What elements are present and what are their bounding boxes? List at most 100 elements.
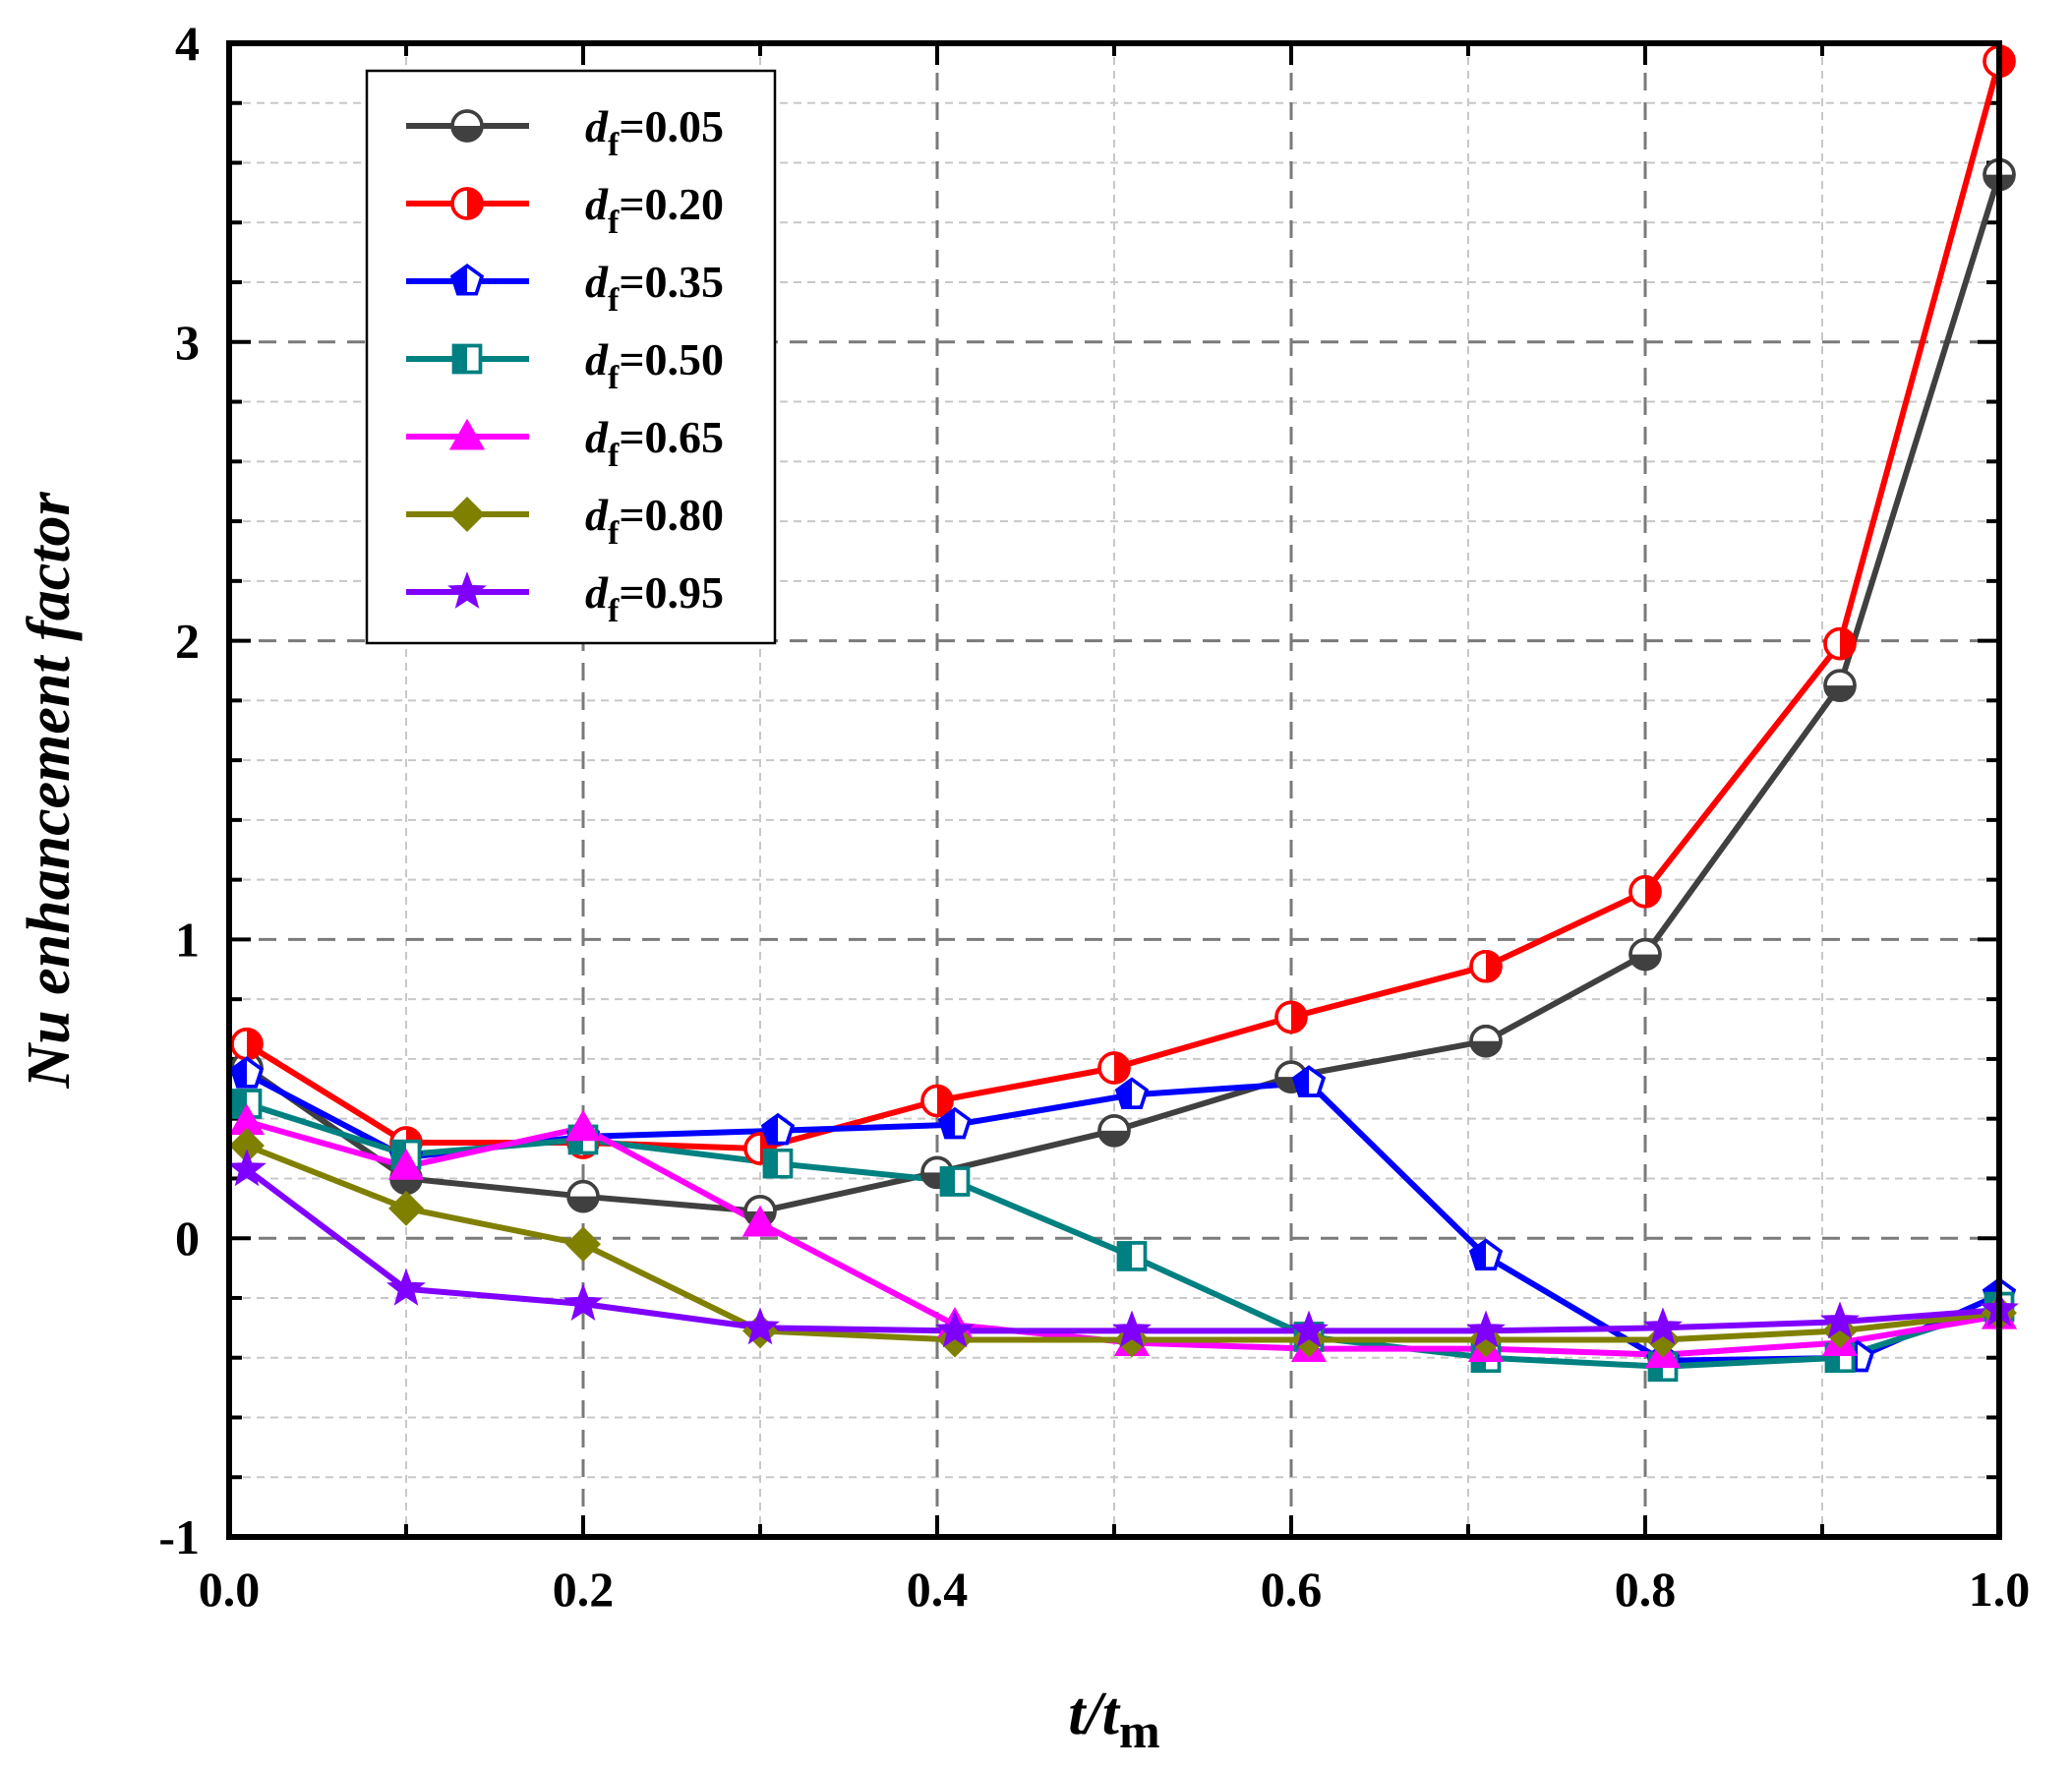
y-tick-label: 0 bbox=[175, 1210, 200, 1266]
data-point bbox=[386, 1268, 426, 1306]
data-point bbox=[230, 1027, 264, 1061]
legend-label-prefix: d bbox=[585, 412, 609, 462]
data-point bbox=[387, 1149, 425, 1180]
data-point bbox=[935, 1310, 975, 1348]
legend-label-prefix: d bbox=[585, 334, 609, 384]
x-tick-label: 0.4 bbox=[907, 1562, 969, 1617]
data-point bbox=[1289, 1310, 1329, 1348]
data-point bbox=[227, 1149, 266, 1187]
y-tick-label: 4 bbox=[175, 16, 200, 71]
data-point bbox=[1468, 1238, 1504, 1270]
legend-label-value: =0.80 bbox=[619, 490, 724, 540]
legend-label: df=0.95 bbox=[585, 567, 724, 629]
data-point bbox=[1469, 949, 1503, 983]
minor-gridlines bbox=[229, 43, 1999, 1537]
data-point bbox=[1116, 1241, 1148, 1271]
data-point bbox=[388, 1190, 424, 1226]
legend-label-prefix: d bbox=[585, 179, 609, 229]
legend-swatch-marker bbox=[450, 109, 484, 143]
data-point bbox=[760, 1112, 796, 1146]
legend-entry: df=0.95 bbox=[406, 567, 724, 629]
data-point bbox=[1112, 1310, 1152, 1348]
legend-label-sub: f bbox=[608, 593, 620, 629]
data-point bbox=[939, 1166, 971, 1197]
legend-label-prefix: d bbox=[585, 567, 609, 618]
legend-swatch-marker bbox=[448, 418, 486, 450]
x-tick-label: 0.0 bbox=[199, 1562, 261, 1617]
legend-label-value: =0.35 bbox=[619, 257, 724, 307]
x-tick-labels: 0.0 0.2 0.4 0.6 0.8 1.0 bbox=[199, 1562, 2031, 1617]
data-point bbox=[762, 1149, 794, 1179]
legend-label-prefix: d bbox=[585, 257, 609, 307]
data-point bbox=[565, 1226, 601, 1263]
data-point bbox=[229, 1056, 265, 1089]
data-point bbox=[1643, 1307, 1683, 1345]
data-point bbox=[1628, 875, 1662, 909]
legend-swatch-marker bbox=[449, 497, 485, 532]
x-axis-title: t/tm bbox=[1068, 1681, 1159, 1758]
y-tick-label: 3 bbox=[175, 315, 200, 370]
legend-label-prefix: d bbox=[585, 490, 609, 540]
legend-entry: df=0.65 bbox=[406, 412, 724, 474]
x-axis-title-main: t/t bbox=[1068, 1681, 1120, 1747]
legend-label: df=0.05 bbox=[585, 101, 724, 163]
legend-swatch-marker bbox=[450, 187, 484, 220]
data-point bbox=[1823, 626, 1857, 661]
legend-entry: df=0.20 bbox=[406, 179, 724, 241]
data-point bbox=[1645, 1322, 1681, 1358]
data-point bbox=[1820, 1301, 1860, 1339]
data-point bbox=[740, 1307, 780, 1345]
data-point bbox=[1291, 1065, 1327, 1097]
legend-entry: df=0.35 bbox=[406, 257, 724, 319]
legend-label-value: =0.95 bbox=[619, 567, 724, 618]
y-tick-labels: -1 0 1 2 3 4 bbox=[158, 16, 200, 1564]
data-point bbox=[1466, 1310, 1506, 1348]
y-tick-label: 1 bbox=[175, 912, 200, 967]
x-tick-label: 0.2 bbox=[553, 1562, 615, 1617]
data-point bbox=[1274, 1000, 1308, 1034]
y-axis-title: Nu enhancement factor bbox=[16, 492, 83, 1090]
legend-label-sub: f bbox=[608, 360, 620, 396]
x-tick-label: 1.0 bbox=[1969, 1562, 2031, 1617]
data-point bbox=[937, 1106, 973, 1140]
legend-label: df=0.50 bbox=[585, 334, 724, 396]
data-point bbox=[563, 1283, 603, 1321]
legend-swatch-marker bbox=[449, 264, 485, 296]
legend-swatch-marker bbox=[451, 343, 483, 375]
legend-label-sub: f bbox=[608, 127, 620, 163]
legend-entry: df=0.50 bbox=[406, 334, 724, 396]
data-point bbox=[920, 1084, 954, 1118]
x-tick-label: 0.6 bbox=[1261, 1562, 1323, 1617]
legend-label-value: =0.20 bbox=[619, 179, 724, 229]
data-point bbox=[1823, 669, 1857, 702]
data-point bbox=[741, 1205, 779, 1237]
legend-label: df=0.35 bbox=[585, 257, 724, 319]
legend-entry: df=0.80 bbox=[406, 490, 724, 552]
legend: df=0.05df=0.20df=0.35df=0.50df=0.65df=0.… bbox=[365, 69, 777, 645]
legend-label-sub: f bbox=[608, 282, 620, 319]
legend-label-sub: f bbox=[608, 205, 620, 241]
legend-label-value: =0.65 bbox=[619, 412, 724, 462]
legend-label-sub: f bbox=[608, 438, 620, 474]
legend-label-prefix: d bbox=[585, 101, 609, 151]
x-axis-title-sub: m bbox=[1119, 1703, 1160, 1758]
data-point bbox=[1114, 1077, 1150, 1109]
data-point bbox=[1097, 1051, 1131, 1085]
series-points-6 bbox=[227, 1149, 2019, 1348]
y-tick-label: -1 bbox=[158, 1509, 200, 1564]
legend-label-value: =0.50 bbox=[619, 334, 724, 384]
legend-label: df=0.80 bbox=[585, 490, 724, 552]
legend-label: df=0.65 bbox=[585, 412, 724, 474]
plot-frame bbox=[226, 40, 2002, 1540]
legend-entry: df=0.05 bbox=[406, 101, 724, 163]
data-point bbox=[1469, 1024, 1503, 1058]
data-point bbox=[1628, 937, 1662, 972]
legend-label: df=0.20 bbox=[585, 179, 724, 241]
data-point bbox=[566, 1179, 600, 1213]
x-tick-label: 0.8 bbox=[1615, 1562, 1677, 1617]
y-tick-label: 2 bbox=[175, 614, 200, 669]
legend-label-value: =0.05 bbox=[619, 101, 724, 151]
legend-label-sub: f bbox=[608, 515, 620, 552]
